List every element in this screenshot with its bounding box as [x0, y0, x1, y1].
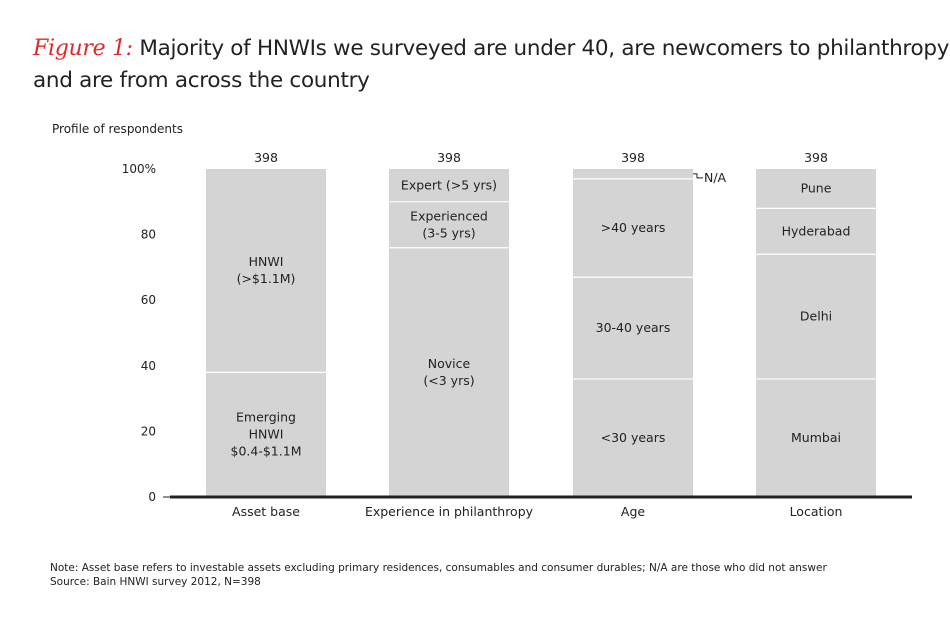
title-text-1: Majority of HNWIs we surveyed are under …: [139, 36, 950, 61]
segment-label: HNWI: [249, 427, 284, 442]
x-category-label: Asset base: [232, 504, 300, 519]
segment-label: <30 years: [601, 430, 666, 445]
chart-title-line-2: and are from across the country: [33, 68, 370, 93]
segment-label: Experienced: [410, 208, 488, 223]
segment-label: 30-40 years: [596, 320, 671, 335]
bar-segment: [389, 247, 509, 497]
y-tick-label: 0: [148, 490, 156, 504]
segment-label: (3-5 yrs): [422, 225, 475, 240]
chart-note: Note: Asset base refers to investable as…: [50, 562, 827, 574]
segment-label: Delhi: [800, 309, 832, 324]
y-axis-title: Profile of respondents: [52, 122, 183, 136]
bar-total-label: 398: [437, 150, 461, 165]
bar-segment: [389, 201, 509, 248]
segment-label: HNWI: [249, 254, 284, 269]
segment-label: Hyderabad: [782, 223, 851, 238]
y-tick-label: 80: [141, 228, 156, 242]
segment-label: Mumbai: [791, 430, 841, 445]
bar-segment: [756, 169, 876, 209]
y-tick-label: 60: [141, 293, 156, 307]
na-callout-line: [693, 173, 703, 179]
bar-segment: [756, 254, 876, 379]
segment-label: Expert (>5 yrs): [401, 177, 497, 192]
segment-label: (>$1.1M): [237, 271, 296, 286]
bar-segment: [206, 372, 326, 497]
bar-segment: [573, 277, 693, 379]
bar-total-label: 398: [804, 150, 828, 165]
x-category-label: Age: [621, 504, 645, 519]
bar-segment: [756, 208, 876, 255]
figure-label: Figure 1:: [33, 36, 133, 61]
chart-source: Source: Bain HNWI survey 2012, N=398: [50, 576, 261, 588]
na-callout-label: N/A: [704, 170, 727, 185]
bar-segment: [573, 169, 693, 179]
bar-segment: [206, 169, 326, 373]
bar-segment: [389, 169, 509, 202]
segment-label: Emerging: [236, 410, 296, 425]
segment-label: >40 years: [601, 220, 666, 235]
stacked-bar-chart: Profile of respondents 0 20 40 60 80 100% Emerg…: [52, 122, 912, 519]
segment-label: Pune: [801, 181, 832, 196]
bar-segment: [573, 178, 693, 278]
y-tick-label: 20: [141, 424, 156, 438]
y-tick-label: 100%: [122, 162, 156, 176]
x-category-label: Location: [790, 504, 843, 519]
bar-segment: [573, 378, 693, 497]
y-tick-label: 40: [141, 359, 156, 373]
chart-title-line-1: Figure 1: Majority of HNWIs we surveyed …: [33, 36, 949, 61]
bar-total-label: 398: [254, 150, 278, 165]
x-category-label: Experience in philanthropy: [365, 504, 534, 519]
bar-segment: [756, 378, 876, 497]
segment-label: Novice: [428, 356, 471, 371]
bar-total-label: 398: [621, 150, 645, 165]
segment-label: $0.4-$1.1M: [231, 444, 302, 459]
segment-label: (<3 yrs): [423, 373, 474, 388]
